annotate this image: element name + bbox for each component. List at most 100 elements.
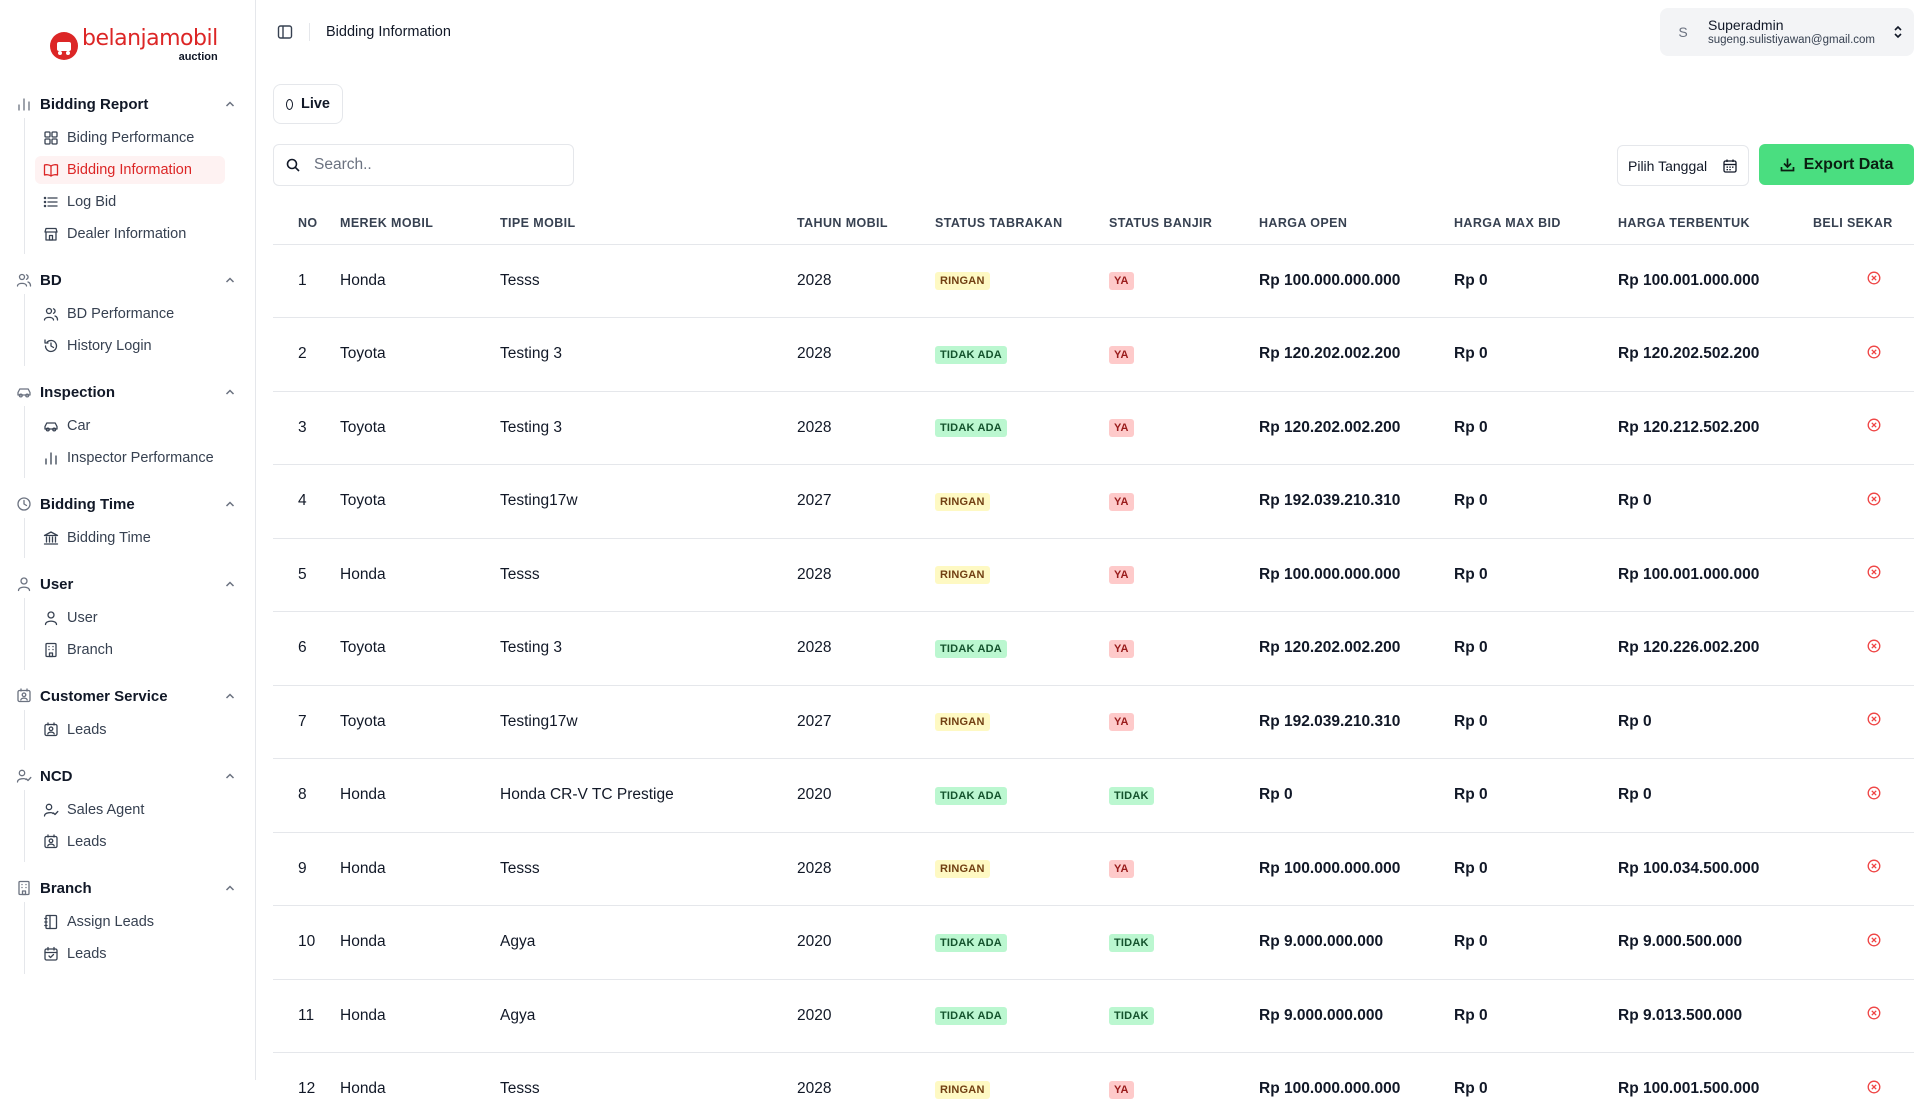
close-circle-icon[interactable] xyxy=(1867,933,1881,947)
user-menu[interactable]: S Superadmin sugeng.sulistiyawan@gmail.c… xyxy=(1660,8,1914,56)
close-circle-icon[interactable] xyxy=(1867,492,1881,506)
sidebar-item-label: Branch xyxy=(67,642,113,658)
breadcrumb: Bidding Information xyxy=(326,24,451,40)
sidebar-item[interactable]: Bidding Time xyxy=(35,524,225,552)
col-header-merek[interactable]: MEREK MOBIL xyxy=(340,202,500,244)
chevron-up-icon[interactable] xyxy=(223,497,237,511)
status-badge: TIDAK ADA xyxy=(935,1007,1007,1025)
close-circle-icon[interactable] xyxy=(1867,271,1881,285)
cell-tahun: 2028 xyxy=(797,612,935,686)
close-circle-icon[interactable] xyxy=(1867,1006,1881,1020)
sidebar-item[interactable]: Leads xyxy=(35,828,225,856)
col-header-harga-terbentuk[interactable]: HARGA TERBENTUK xyxy=(1618,202,1813,244)
close-circle-icon[interactable] xyxy=(1867,786,1881,800)
chevron-up-icon[interactable] xyxy=(223,769,237,783)
close-circle-icon[interactable] xyxy=(1867,565,1881,579)
col-header-tipe[interactable]: TIPE MOBIL xyxy=(500,202,797,244)
sidebar-item[interactable]: Sales Agent xyxy=(35,796,225,824)
sidebar-group-header[interactable]: Branch xyxy=(16,874,239,902)
col-header-harga-open[interactable]: HARGA OPEN xyxy=(1259,202,1454,244)
cell-harga-max: Rp 0 xyxy=(1454,612,1618,686)
sidebar-item[interactable]: Biding Performance xyxy=(35,124,225,152)
sidebar-item[interactable]: BD Performance xyxy=(35,300,225,328)
status-badge: RINGAN xyxy=(935,272,990,290)
close-circle-icon[interactable] xyxy=(1867,859,1881,873)
chevron-up-icon[interactable] xyxy=(223,273,237,287)
chevron-up-icon[interactable] xyxy=(223,385,237,399)
cell-harga-terbentuk: Rp 0 xyxy=(1618,685,1813,759)
sidebar-item[interactable]: Leads xyxy=(35,940,225,968)
bidding-table-container[interactable]: NO MEREK MOBIL TIPE MOBIL TAHUN MOBIL ST… xyxy=(273,202,1914,1102)
sidebar-group-label: Bidding Time xyxy=(40,496,135,513)
cell-merek: Toyota xyxy=(340,612,500,686)
cell-harga-terbentuk: Rp 9.013.500.000 xyxy=(1618,979,1813,1053)
brand-logo[interactable]: belanjamobil auction xyxy=(0,0,255,70)
sidebar-group-header[interactable]: Customer Service xyxy=(16,682,239,710)
col-header-tabrakan[interactable]: STATUS TABRAKAN xyxy=(935,202,1109,244)
sidebar-item[interactable]: Branch xyxy=(35,636,225,664)
sidebar-group-label: NCD xyxy=(40,768,73,785)
sidebar-toggle-icon[interactable] xyxy=(277,24,293,40)
sidebar-item[interactable]: Inspector Performance xyxy=(35,444,225,472)
close-circle-icon[interactable] xyxy=(1867,345,1881,359)
brand-name: belanjamobil xyxy=(82,28,218,50)
col-header-banjir[interactable]: STATUS BANJIR xyxy=(1109,202,1259,244)
sidebar-item[interactable]: History Login xyxy=(35,332,225,360)
sidebar-item[interactable]: Assign Leads xyxy=(35,908,225,936)
col-header-tahun[interactable]: TAHUN MOBIL xyxy=(797,202,935,244)
search-input[interactable] xyxy=(314,156,554,174)
close-circle-icon[interactable] xyxy=(1867,712,1881,726)
sidebar-item[interactable]: Bidding Information xyxy=(35,156,225,184)
close-circle-icon[interactable] xyxy=(1867,418,1881,432)
chevron-up-icon[interactable] xyxy=(223,881,237,895)
live-toggle-button[interactable]: Live xyxy=(273,84,343,124)
cell-harga-max: Rp 0 xyxy=(1454,906,1618,980)
sidebar-item-label: Leads xyxy=(67,834,107,850)
col-header-beli-sekarang[interactable]: BELI SEKAR xyxy=(1813,202,1914,244)
cell-merek: Honda xyxy=(340,538,500,612)
sidebar-item[interactable]: User xyxy=(35,604,225,632)
close-circle-icon[interactable] xyxy=(1867,1080,1881,1094)
calendar-icon xyxy=(1722,158,1738,174)
landmark-icon xyxy=(43,530,59,546)
sidebar-group-header[interactable]: Bidding Report xyxy=(16,90,239,118)
cell-harga-terbentuk: Rp 9.000.500.000 xyxy=(1618,906,1813,980)
sidebar-group-header[interactable]: Inspection xyxy=(16,378,239,406)
sidebar-group-label: Bidding Report xyxy=(40,96,148,113)
export-data-button[interactable]: Export Data xyxy=(1759,144,1914,185)
sidebar-item[interactable]: Car xyxy=(35,412,225,440)
sidebar-group-header[interactable]: User xyxy=(16,570,239,598)
chevron-up-icon[interactable] xyxy=(223,689,237,703)
sidebar-group-header[interactable]: NCD xyxy=(16,762,239,790)
sidebar-item[interactable]: Log Bid xyxy=(35,188,225,216)
sidebar-item[interactable]: Dealer Information xyxy=(35,220,225,248)
close-circle-icon[interactable] xyxy=(1867,639,1881,653)
cell-tipe: Tesss xyxy=(500,1053,797,1102)
col-header-no[interactable]: NO xyxy=(273,202,340,244)
sidebar-group-header[interactable]: BD xyxy=(16,266,239,294)
status-badge: TIDAK ADA xyxy=(935,419,1007,437)
cell-harga-max: Rp 0 xyxy=(1454,538,1618,612)
col-header-harga-max[interactable]: HARGA MAX BID xyxy=(1454,202,1618,244)
sidebar-item[interactable]: Leads xyxy=(35,716,225,744)
chevron-up-icon[interactable] xyxy=(223,97,237,111)
chevron-up-icon[interactable] xyxy=(223,577,237,591)
date-picker-button[interactable]: Pilih Tanggal xyxy=(1617,145,1749,186)
cell-beli-sekarang xyxy=(1813,906,1914,980)
table-header-row: NO MEREK MOBIL TIPE MOBIL TAHUN MOBIL ST… xyxy=(273,202,1914,244)
sidebar-group-header[interactable]: Bidding Time xyxy=(16,490,239,518)
status-badge: TIDAK ADA xyxy=(935,934,1007,952)
